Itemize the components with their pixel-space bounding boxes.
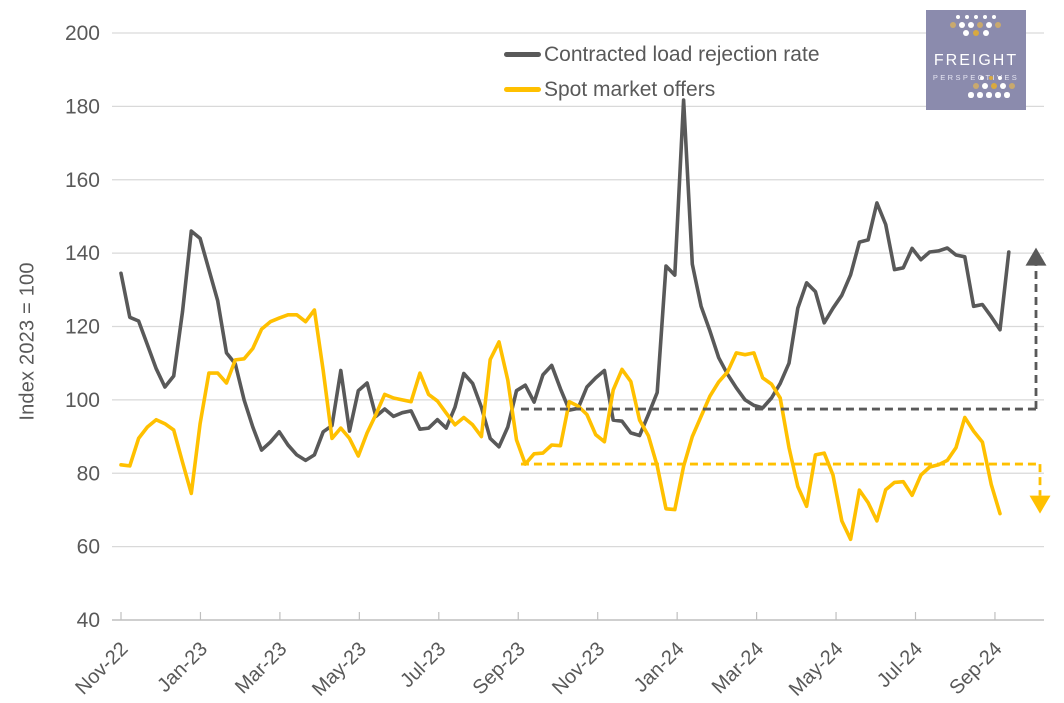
x-tick-label: Jan-23 (153, 638, 212, 697)
logo-dot (973, 14, 979, 20)
legend-item-spot: Spot market offers (504, 72, 820, 107)
x-tick-label: May-23 (308, 638, 371, 701)
logo-dot (962, 29, 970, 37)
y-tick-label: 120 (65, 316, 100, 339)
x-tick-label: Nov-22 (71, 638, 132, 699)
x-tick-label: Jul-23 (396, 638, 450, 692)
logo-dot (995, 22, 1001, 28)
x-tick-label: Sep-24 (945, 638, 1006, 699)
y-tick-label: 180 (65, 95, 100, 118)
logo-dot (968, 92, 974, 98)
logo-dot (973, 83, 979, 89)
up-arrow-icon (1025, 247, 1047, 266)
series-line-spot (119, 308, 1002, 542)
legend-label-spot: Spot market offers (544, 77, 716, 101)
logo-dot (997, 75, 1003, 81)
logo-dot (995, 92, 1001, 98)
logo-dot (968, 22, 974, 28)
logo-dot (959, 22, 965, 28)
y-tick-label: 80 (77, 462, 100, 485)
x-tick-label: Jul-24 (873, 638, 927, 692)
legend-item-contracted: Contracted load rejection rate (504, 37, 820, 72)
x-tick-label: May-24 (785, 638, 848, 701)
logo-dot (986, 22, 992, 28)
logo-dot (982, 83, 988, 89)
logo-dot (1000, 83, 1006, 89)
logo-dot (1009, 83, 1015, 89)
y-tick-label: 40 (77, 609, 100, 632)
logo-title: FREIGHT (933, 52, 1019, 69)
down-arrow-icon (1029, 495, 1051, 514)
y-axis-title: Index 2023 = 100 (16, 262, 39, 421)
logo-dot (979, 75, 985, 81)
logo-subtitle: PERSPECTIVES (932, 73, 1020, 82)
freight-perspectives-logo: FREIGHT PERSPECTIVES (926, 10, 1026, 110)
x-tick-label: Sep-23 (469, 638, 530, 699)
x-tick-label: Mar-24 (708, 638, 768, 698)
y-tick-label: 100 (65, 389, 100, 412)
logo-dot (982, 29, 990, 37)
legend-line-sample-spot (504, 87, 541, 92)
y-tick-label: 60 (77, 536, 100, 559)
y-tick-label: 200 (65, 22, 100, 45)
x-tick-label: Jan-24 (630, 638, 689, 697)
legend-label-contracted: Contracted load rejection rate (544, 42, 820, 66)
logo-dot (964, 14, 970, 20)
logo-dot (982, 14, 988, 20)
legend-line-sample-contracted (504, 52, 541, 57)
legend: Contracted load rejection rate Spot mark… (504, 37, 820, 107)
x-tick-label: Mar-23 (231, 638, 291, 698)
logo-dot (991, 83, 997, 89)
logo-dot (1004, 92, 1010, 98)
x-tick-label: Nov-23 (548, 638, 609, 699)
logo-dot (950, 22, 956, 28)
logo-dot (977, 22, 983, 28)
logo-dot (977, 92, 983, 98)
logo-dot (986, 92, 992, 98)
y-tick-label: 140 (65, 242, 100, 265)
logo-dot (991, 14, 997, 20)
logo-dot (988, 75, 994, 81)
logo-dot (955, 14, 961, 20)
logo-dot (972, 29, 980, 37)
series-line-contracted (119, 98, 1011, 463)
y-tick-label: 160 (65, 169, 100, 192)
